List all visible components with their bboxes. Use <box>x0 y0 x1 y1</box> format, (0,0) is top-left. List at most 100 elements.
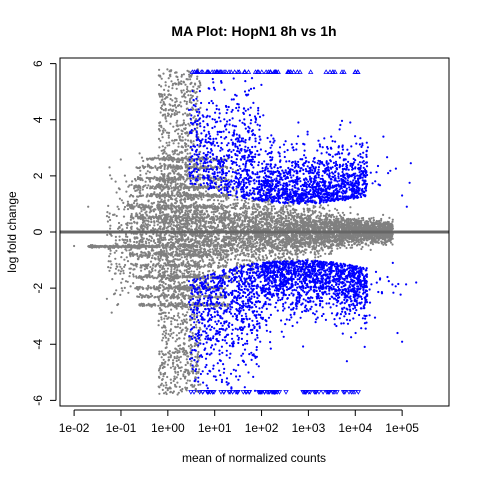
gray-point <box>180 256 183 259</box>
gray-point <box>153 191 156 194</box>
gray-point <box>246 246 249 249</box>
gray-point <box>231 246 234 249</box>
gray-point <box>116 205 119 208</box>
gray-point <box>267 203 270 206</box>
gray-point <box>239 226 242 229</box>
gray-point <box>271 243 274 246</box>
gray-point <box>284 214 287 218</box>
gray-point <box>126 204 129 207</box>
gray-point <box>364 243 367 246</box>
gray-point <box>293 238 296 241</box>
gray-point <box>347 243 351 246</box>
gray-point <box>230 219 233 222</box>
gray-point <box>380 223 383 226</box>
gray-point <box>280 220 283 223</box>
gray-point <box>376 241 379 244</box>
gray-point <box>139 192 142 195</box>
gray-point <box>223 222 226 226</box>
gray-point <box>168 234 171 237</box>
gray-point <box>291 216 294 219</box>
gray-point <box>303 223 306 226</box>
gray-point <box>220 200 223 203</box>
gray-point <box>207 198 210 201</box>
gray-point <box>385 241 388 244</box>
gray-point <box>282 213 285 216</box>
gray-point <box>222 255 225 258</box>
gray-point <box>277 226 280 229</box>
gray-point <box>264 201 267 204</box>
gray-point <box>328 209 331 212</box>
gray-point <box>277 242 280 245</box>
gray-point <box>193 228 197 231</box>
gray-point <box>126 260 130 263</box>
gray-point <box>213 226 216 229</box>
gray-point <box>315 244 318 247</box>
gray-point <box>271 250 274 253</box>
gray-point <box>274 239 277 243</box>
gray-point <box>318 211 321 214</box>
gray-point <box>236 198 239 201</box>
gray-point <box>253 234 256 237</box>
gray-point <box>354 223 357 226</box>
gray-point <box>247 244 250 247</box>
gray-point <box>203 224 206 227</box>
gray-point <box>146 170 149 173</box>
gray-point <box>176 221 179 224</box>
gray-point <box>213 261 216 264</box>
gray-point <box>316 236 319 239</box>
gray-point <box>338 221 341 224</box>
gray-point <box>178 225 182 228</box>
gray-point <box>364 222 367 225</box>
gray-point <box>362 216 365 220</box>
gray-point <box>146 223 150 226</box>
gray-point <box>208 250 211 253</box>
gray-point <box>160 198 163 201</box>
gray-point <box>293 249 296 252</box>
gray-point <box>357 227 360 230</box>
gray-point <box>186 212 189 215</box>
gray-point <box>139 174 142 177</box>
gray-point <box>339 242 342 245</box>
gray-point <box>224 260 227 263</box>
gray-point <box>302 241 305 244</box>
gray-point <box>145 172 148 175</box>
gray-point <box>154 257 157 260</box>
gray-point <box>299 219 302 222</box>
gray-point <box>296 215 299 218</box>
gray-point <box>135 241 138 244</box>
gray-point <box>146 226 149 230</box>
gray-point <box>240 250 243 253</box>
gray-point <box>275 228 278 231</box>
gray-point <box>130 212 133 216</box>
gray-point <box>272 205 275 208</box>
gray-point <box>302 207 305 210</box>
gray-point <box>320 233 323 236</box>
gray-point <box>121 277 124 281</box>
gray-point <box>301 245 304 249</box>
gray-point <box>266 241 269 244</box>
gray-point <box>389 237 392 240</box>
gray-point <box>341 237 344 241</box>
gray-point <box>201 234 205 237</box>
gray-point <box>254 220 257 223</box>
gray-point <box>125 190 128 193</box>
gray-point <box>324 217 327 220</box>
gray-point <box>124 235 128 238</box>
gray-point <box>381 241 384 244</box>
gray-point <box>136 236 139 240</box>
gray-point <box>322 243 325 246</box>
gray-point <box>270 212 273 215</box>
gray-point <box>123 174 126 177</box>
gray-point <box>121 238 124 241</box>
gray-point <box>301 218 305 221</box>
gray-point <box>148 171 151 174</box>
gray-point <box>170 301 173 304</box>
gray-point <box>122 215 126 218</box>
gray-point <box>315 249 319 252</box>
gray-point <box>356 213 359 216</box>
gray-point <box>205 238 209 241</box>
gray-point <box>319 223 322 226</box>
gray-point <box>231 227 234 230</box>
gray-point <box>256 216 259 219</box>
gray-point <box>342 234 345 237</box>
